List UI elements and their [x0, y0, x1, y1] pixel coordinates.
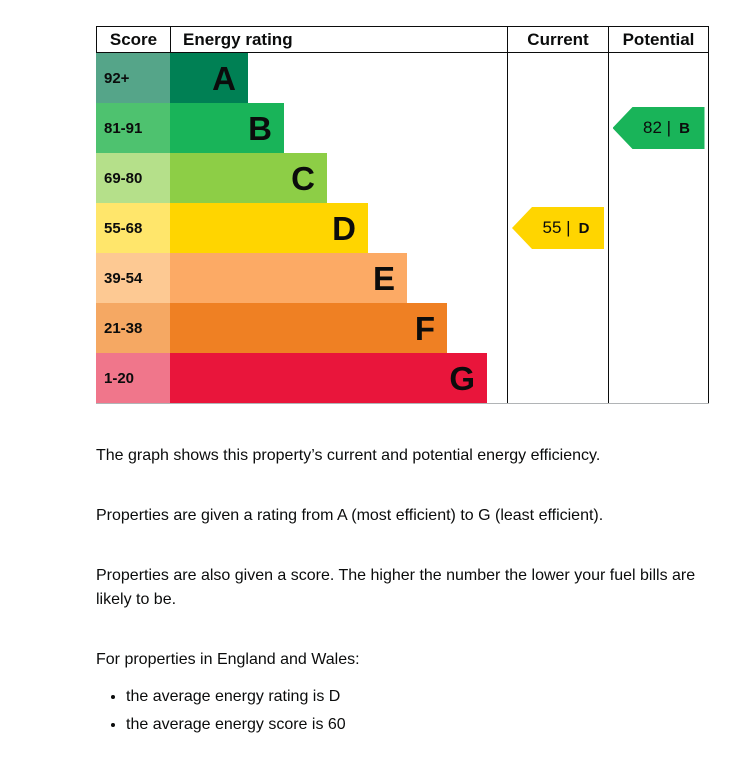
epc-description: The graph shows this property’s current … [96, 444, 707, 736]
description-paragraph: Properties are also given a score. The h… [96, 567, 696, 608]
band-bar-cell: F [170, 303, 507, 353]
epc-rating-graph: Score Energy rating Current Potential 92… [96, 26, 709, 404]
band-score-range: 92+ [96, 53, 170, 103]
band-score-range: 21-38 [96, 303, 170, 353]
description-paragraph: The graph shows this property’s current … [96, 447, 601, 464]
band-letter: G [449, 359, 475, 397]
band-letter: E [372, 259, 395, 297]
current-cell [507, 153, 608, 203]
band-bar-cell: E [170, 253, 507, 303]
band-bar-cell: D [170, 203, 507, 253]
current-cell [507, 253, 608, 303]
header-potential: Potential [608, 27, 709, 52]
band-bar-cell: A [170, 53, 507, 103]
potential-rating-arrow: 82 | B [612, 107, 705, 149]
band-letter: D [332, 209, 356, 247]
potential-cell [608, 303, 709, 353]
band-score-range: 1-20 [96, 353, 170, 403]
band-letter: B [248, 109, 272, 147]
header-score: Score [96, 27, 170, 52]
band-bar-a: A [170, 53, 248, 103]
band-row-f: 21-38 F [96, 303, 709, 353]
band-bar-cell: C [170, 153, 507, 203]
current-cell [507, 103, 608, 153]
band-bar-c: C [170, 153, 327, 203]
potential-score: 82 | [643, 118, 672, 137]
current-cell: 55 | D [507, 203, 608, 253]
current-score: 55 | [542, 218, 571, 237]
potential-cell [608, 353, 709, 403]
band-bar-cell: G [170, 353, 507, 403]
band-letter: F [414, 309, 435, 347]
current-rating-arrow: 55 | D [512, 207, 604, 249]
band-bar-e: E [170, 253, 407, 303]
current-cell [507, 303, 608, 353]
band-row-a: 92+ A [96, 53, 709, 103]
band-score-range: 81-91 [96, 103, 170, 153]
current-cell [507, 53, 608, 103]
band-letter: C [291, 159, 315, 197]
description-paragraph: For properties in England and Wales: [96, 650, 360, 668]
energy-rating-chart: Score Energy rating Current Potential 92… [96, 26, 709, 404]
band-bar-d: D [170, 203, 368, 253]
potential-cell [608, 153, 709, 203]
band-bar-cell: B [170, 103, 507, 153]
potential-band-letter: B [679, 119, 690, 137]
band-letter: A [212, 59, 236, 97]
averages-list: the average energy rating is D the avera… [96, 685, 707, 736]
band-score-range: 69-80 [96, 153, 170, 203]
potential-cell [608, 203, 709, 253]
current-cell [507, 353, 608, 403]
potential-cell [608, 253, 709, 303]
band-row-d: 55-68 D 55 | D [96, 203, 709, 253]
band-bar-f: F [170, 303, 447, 353]
band-row-b: 81-91 B 82 | B [96, 103, 709, 153]
header-energy-rating: Energy rating [170, 27, 507, 52]
list-item: the average energy score is 60 [126, 713, 707, 736]
potential-cell: 82 | B [608, 103, 709, 153]
band-row-g: 1-20 G [96, 353, 709, 403]
list-item: the average energy rating is D [126, 685, 707, 708]
band-row-c: 69-80 C [96, 153, 709, 203]
header-current: Current [507, 27, 608, 52]
description-paragraph: Properties are given a rating from A (mo… [96, 507, 604, 525]
band-bar-g: G [170, 353, 487, 403]
band-score-range: 39-54 [96, 253, 170, 303]
current-band-letter: D [578, 219, 590, 237]
potential-cell [608, 53, 709, 103]
band-row-e: 39-54 E [96, 253, 709, 303]
chart-header-row: Score Energy rating Current Potential [96, 26, 709, 53]
band-bar-b: B [170, 103, 284, 153]
band-score-range: 55-68 [96, 203, 170, 253]
